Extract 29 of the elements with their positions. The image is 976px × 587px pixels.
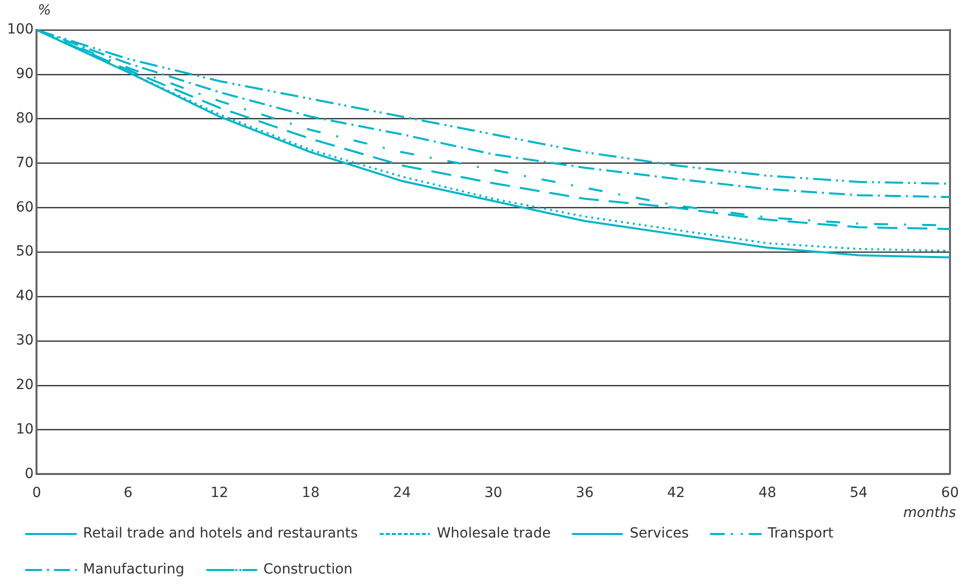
y-tick-label: 70	[16, 154, 34, 171]
y-tick-label: 40	[16, 288, 34, 304]
y-tick-label: 0	[24, 466, 34, 482]
y-tick-label: 50	[16, 244, 34, 260]
x-tick-label: 6	[124, 485, 133, 502]
legend-label: Transport	[766, 526, 834, 542]
y-tick-label: 20	[16, 377, 34, 393]
legend-label: Manufacturing	[83, 562, 184, 578]
x-tick-label: 12	[210, 485, 228, 502]
y-tick-label: 100	[6, 22, 34, 38]
legend-label: Services	[630, 526, 689, 542]
x-tick-label: 48	[758, 485, 776, 502]
legend-label: Construction	[263, 562, 353, 578]
x-tick-label: 54	[850, 485, 868, 502]
y-tick-label: 80	[16, 110, 34, 126]
legend-label: Retail trade and hotels and restaurants	[83, 526, 358, 542]
y-tick-label: 30	[16, 332, 34, 349]
x-tick-label: 24	[393, 485, 412, 502]
y-axis-title: %	[38, 2, 52, 19]
x-tick-label: 42	[667, 485, 685, 502]
y-tick-label: 90	[16, 66, 34, 82]
y-tick-label: 10	[16, 421, 34, 438]
x-tick-label: 36	[576, 485, 594, 502]
x-tick-label: 30	[484, 485, 502, 502]
x-axis-title: months	[903, 504, 956, 521]
y-tick-label: 60	[16, 199, 34, 216]
x-tick-label: 60	[941, 485, 959, 502]
x-tick-label: 18	[302, 485, 320, 502]
legend-label: Wholesale trade	[436, 526, 551, 542]
